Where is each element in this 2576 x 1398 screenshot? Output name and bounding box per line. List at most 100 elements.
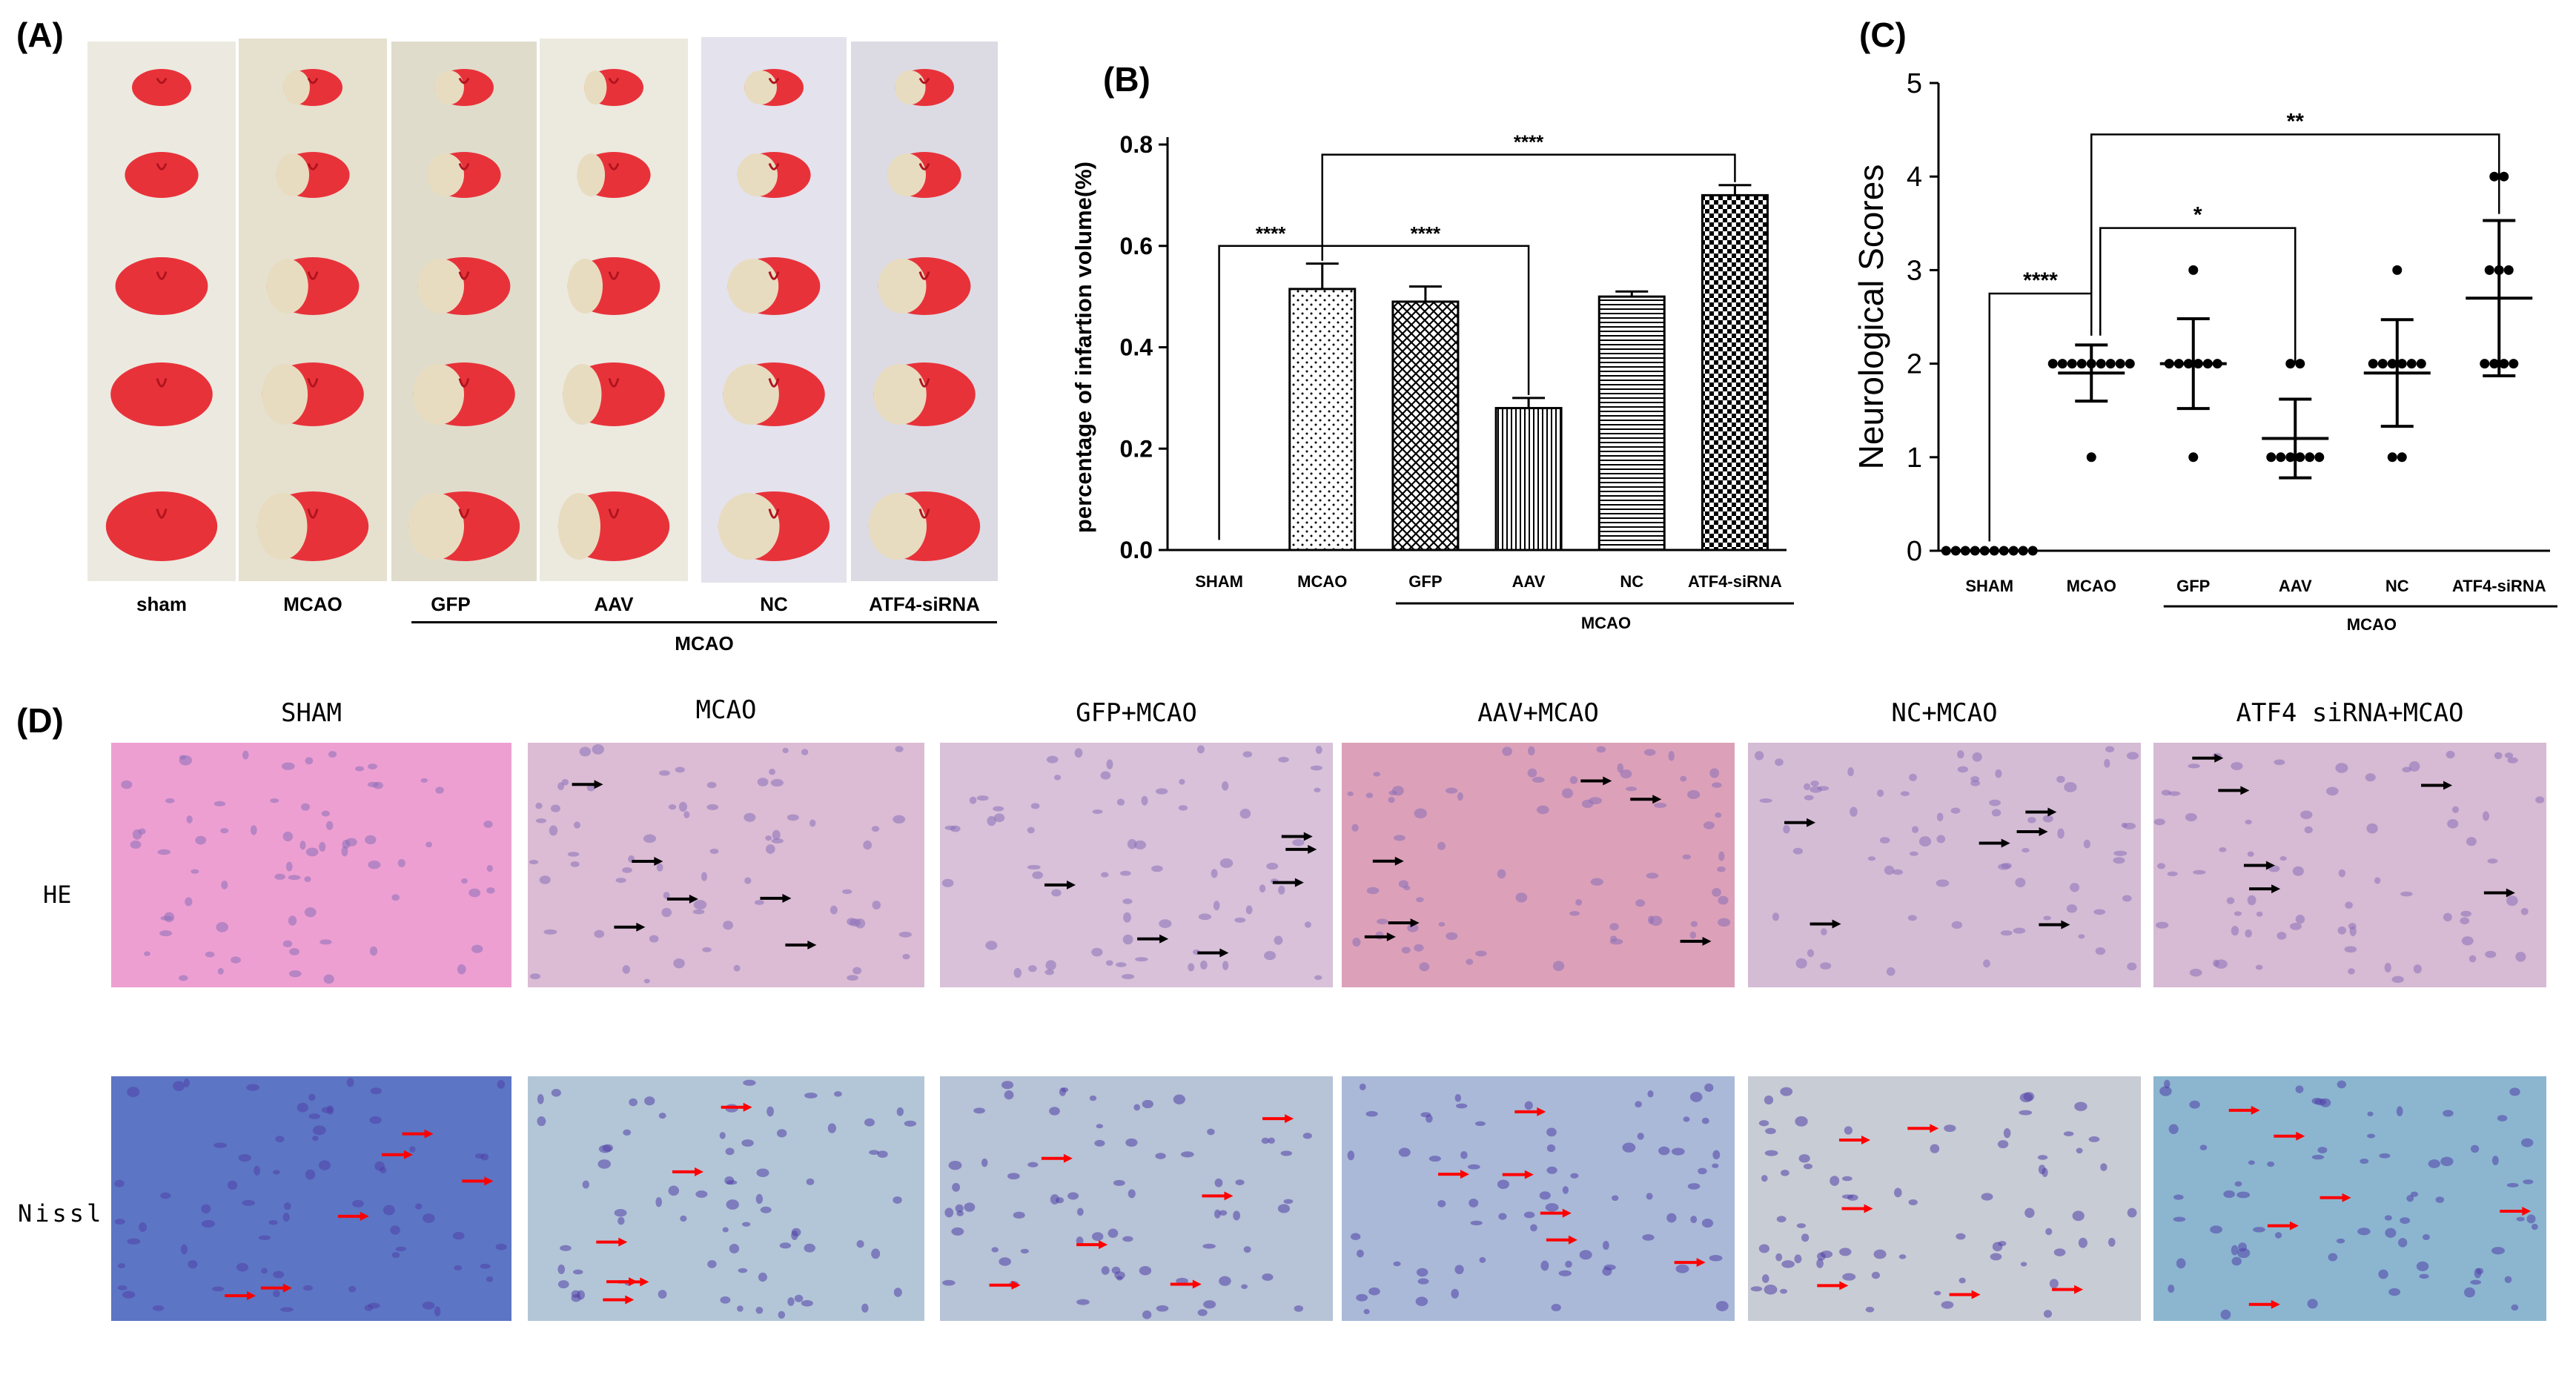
cell-nucleus xyxy=(318,1160,331,1170)
arrow-head xyxy=(743,1102,752,1112)
cell-nucleus xyxy=(1004,1090,1014,1100)
brain-slice-infarct xyxy=(868,493,927,560)
cell-nucleus xyxy=(1933,1291,1941,1296)
cell-nucleus xyxy=(1091,1232,1104,1242)
cell-nucleus xyxy=(842,889,852,895)
cell-nucleus xyxy=(2155,921,2169,929)
cell-nucleus xyxy=(724,1176,735,1185)
cell-nucleus xyxy=(305,847,319,857)
data-point xyxy=(2314,452,2325,463)
cell-nucleus xyxy=(1280,1150,1293,1156)
cell-nucleus xyxy=(2295,1085,2304,1093)
brain-slice-midline xyxy=(458,162,470,170)
cell-nucleus xyxy=(706,804,719,810)
cell-nucleus xyxy=(622,867,632,873)
brain-slice xyxy=(737,152,811,198)
cell-nucleus xyxy=(301,803,311,811)
cell-nucleus xyxy=(1139,1265,1152,1276)
cell-nucleus xyxy=(2193,869,2206,875)
cell-nucleus xyxy=(623,1129,632,1136)
cell-nucleus xyxy=(1997,1140,2009,1149)
cell-nucleus xyxy=(1620,769,1632,779)
cell-nucleus xyxy=(486,1276,494,1282)
cell-nucleus xyxy=(1666,1213,1677,1223)
cell-nucleus xyxy=(2000,930,2013,936)
arrow-head xyxy=(2342,1193,2351,1202)
cell-nucleus xyxy=(1007,1173,1020,1180)
cell-nucleus xyxy=(1479,1256,1486,1263)
cell-nucleus xyxy=(1262,1273,1274,1281)
cell-nucleus xyxy=(1347,1150,1355,1161)
cell-nucleus xyxy=(2023,1092,2035,1101)
cell-nucleus xyxy=(383,1205,395,1216)
cell-nucleus xyxy=(833,1091,842,1097)
cell-nucleus xyxy=(1635,1101,1642,1108)
cell-nucleus xyxy=(1045,960,1056,970)
cell-nucleus xyxy=(760,1206,772,1213)
cell-nucleus xyxy=(1241,1284,1248,1290)
cell-nucleus xyxy=(1460,1150,1468,1159)
cell-nucleus xyxy=(2531,1223,2538,1230)
cell-nucleus xyxy=(658,770,670,776)
cell-nucleus xyxy=(529,859,539,864)
cell-nucleus xyxy=(1617,763,1624,773)
cell-nucleus xyxy=(1451,1288,1459,1299)
cell-nucleus xyxy=(2516,1216,2525,1222)
cell-nucleus xyxy=(1414,944,1424,952)
cell-nucleus xyxy=(755,1193,764,1205)
brain-slice-infarct xyxy=(727,259,779,314)
cell-nucleus xyxy=(1867,856,1876,861)
cell-nucleus xyxy=(1377,918,1388,925)
cell-nucleus xyxy=(2485,950,2497,958)
cell-nucleus xyxy=(2072,1210,2085,1222)
brain-slice-midline xyxy=(918,77,930,85)
cell-nucleus xyxy=(1804,795,1814,801)
cell-nucleus xyxy=(273,1290,280,1298)
cell-nucleus xyxy=(1027,1162,1039,1167)
brain-slice-healthy xyxy=(105,491,218,561)
cell-nucleus xyxy=(893,815,906,824)
cell-nucleus xyxy=(2406,1194,2414,1202)
cell-nucleus xyxy=(766,844,775,854)
brain-slice-midline xyxy=(307,378,319,388)
cell-nucleus xyxy=(180,1244,188,1255)
panel-a-letter: (A) xyxy=(16,16,64,54)
cell-nucleus xyxy=(1067,1192,1079,1200)
cell-nucleus xyxy=(1718,895,1729,905)
cell-nucleus xyxy=(655,1196,663,1207)
arrow-head xyxy=(1066,880,1076,890)
cell-nucleus xyxy=(663,892,670,899)
brain-slice-healthy xyxy=(110,362,213,426)
brain-slice-infarct xyxy=(873,364,927,425)
cell-nucleus xyxy=(1909,851,1918,856)
cell-nucleus xyxy=(2189,1100,2200,1109)
cell-nucleus xyxy=(944,1207,954,1218)
cell-nucleus xyxy=(273,1271,285,1279)
cell-nucleus xyxy=(1569,911,1580,916)
cell-nucleus xyxy=(2348,923,2357,930)
arrow-head xyxy=(1063,1153,1073,1163)
cell-nucleus xyxy=(1135,957,1148,962)
cell-nucleus xyxy=(1637,1133,1644,1140)
nissl-tile xyxy=(1748,1076,2141,1321)
cell-nucleus xyxy=(1197,1309,1208,1316)
cell-nucleus xyxy=(1523,1211,1535,1219)
cell-nucleus xyxy=(1602,1240,1609,1250)
cell-nucleus xyxy=(570,861,580,867)
data-point xyxy=(2115,359,2125,369)
cell-nucleus xyxy=(246,1084,259,1091)
arrow-head xyxy=(2443,781,2453,790)
cell-nucleus xyxy=(409,1146,416,1153)
cell-nucleus xyxy=(2440,1156,2454,1167)
cell-nucleus xyxy=(1764,1095,1774,1105)
cell-nucleus xyxy=(281,762,295,770)
cell-nucleus xyxy=(1266,862,1279,870)
he-tile xyxy=(940,743,1333,987)
cell-nucleus xyxy=(2121,822,2128,828)
panel-d: SHAM MCAO GFP+MCAO AAV+MCAO NC+MCAO ATF4… xyxy=(0,689,2576,1398)
arrow-head xyxy=(2240,786,2250,795)
cell-nucleus xyxy=(804,1243,815,1253)
bracket-line xyxy=(1988,292,2093,542)
panel-b-bar-chart: 0.0 0.2 0.4 0.6 0.8 percentage of infartion v… xyxy=(1070,131,1794,632)
cell-nucleus xyxy=(643,978,650,984)
